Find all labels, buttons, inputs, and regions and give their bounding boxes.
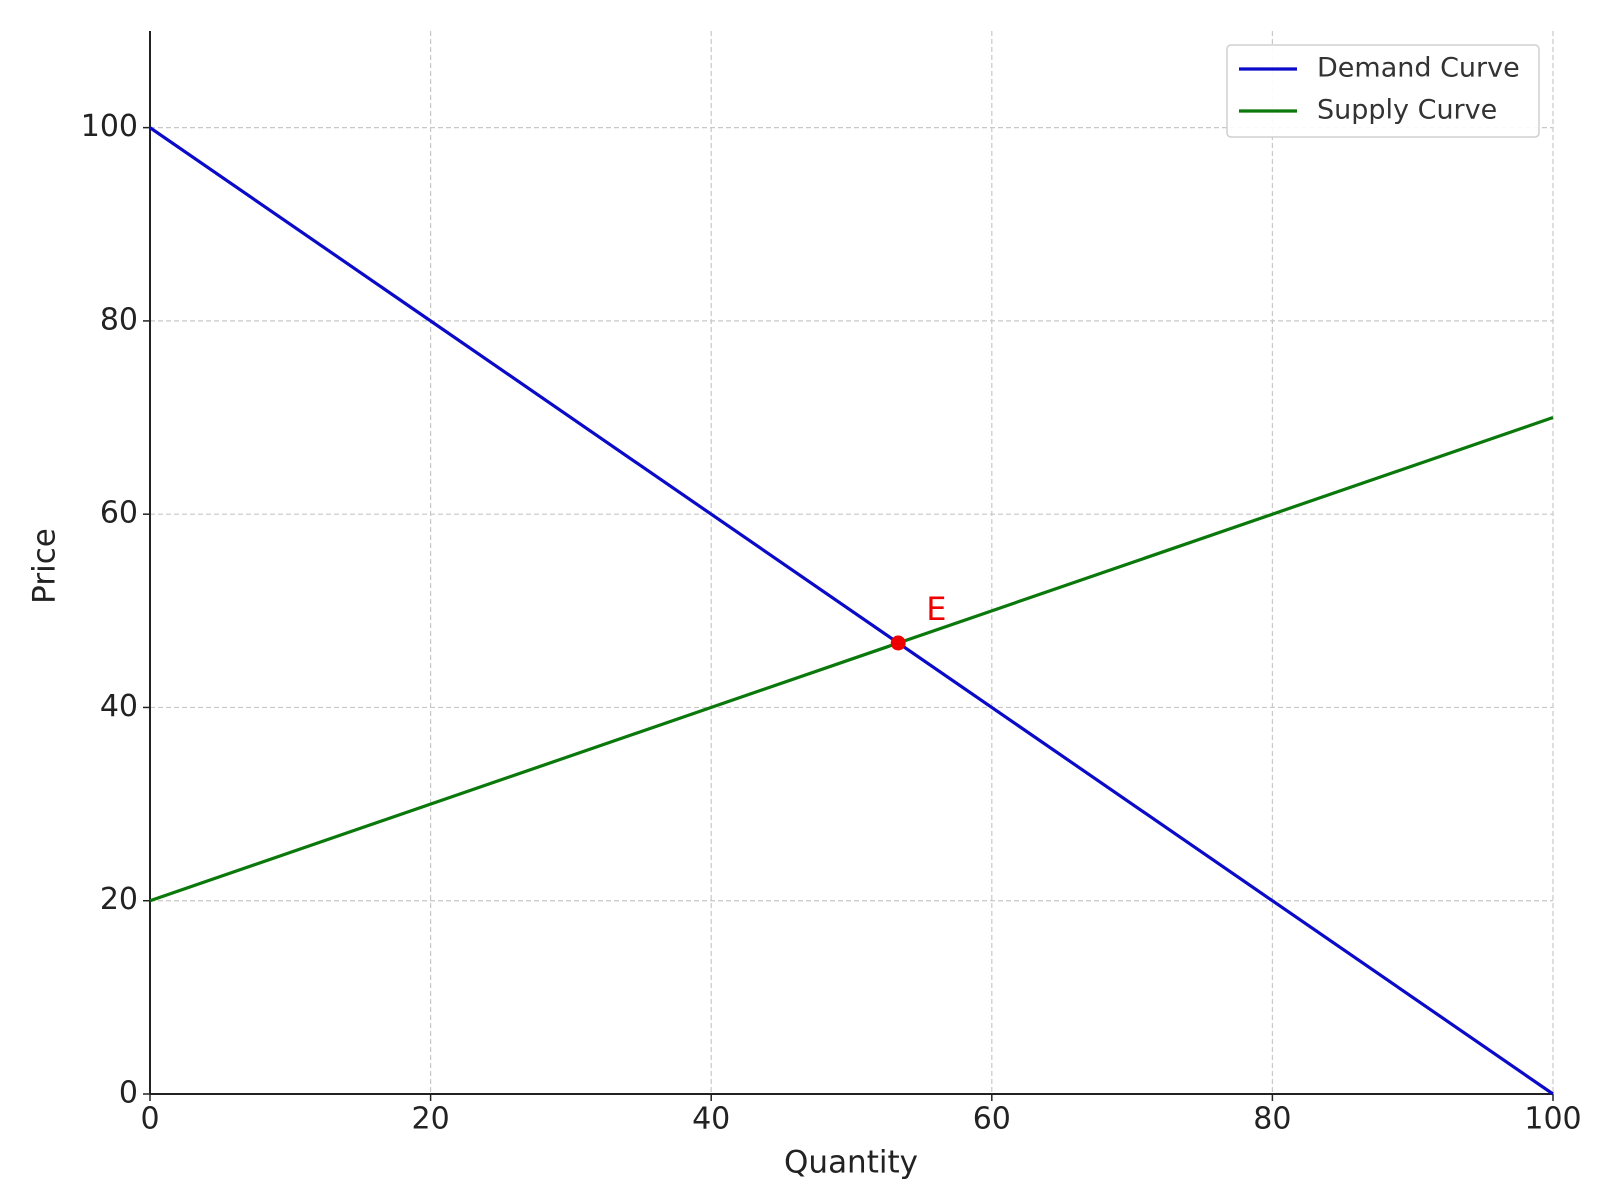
x-axis-label: Quantity <box>784 1145 918 1181</box>
x-tick-label: 100 <box>1524 1102 1581 1137</box>
y-axis-label: Price <box>27 528 63 604</box>
y-tick-label: 0 <box>119 1076 138 1111</box>
y-tick-label: 100 <box>81 109 138 144</box>
legend-box <box>1226 44 1540 138</box>
series-line <box>149 126 1554 1096</box>
legend-label: Supply Curve <box>1317 95 1497 126</box>
y-tick-label: 80 <box>100 302 138 337</box>
x-tick-label: 60 <box>973 1102 1011 1137</box>
y-tick-label: 40 <box>100 689 138 724</box>
x-tick-label: 0 <box>140 1102 159 1137</box>
y-tick-label: 20 <box>100 882 138 917</box>
y-tick-label: 60 <box>100 496 138 531</box>
series-line <box>149 416 1554 903</box>
equilibrium-label: E <box>926 590 946 628</box>
x-tick-label: 80 <box>1253 1102 1291 1137</box>
equilibrium-point <box>890 635 906 651</box>
x-tick-label: 40 <box>692 1102 730 1137</box>
legend-label: Demand Curve <box>1317 53 1520 84</box>
x-tick-label: 20 <box>412 1102 450 1137</box>
